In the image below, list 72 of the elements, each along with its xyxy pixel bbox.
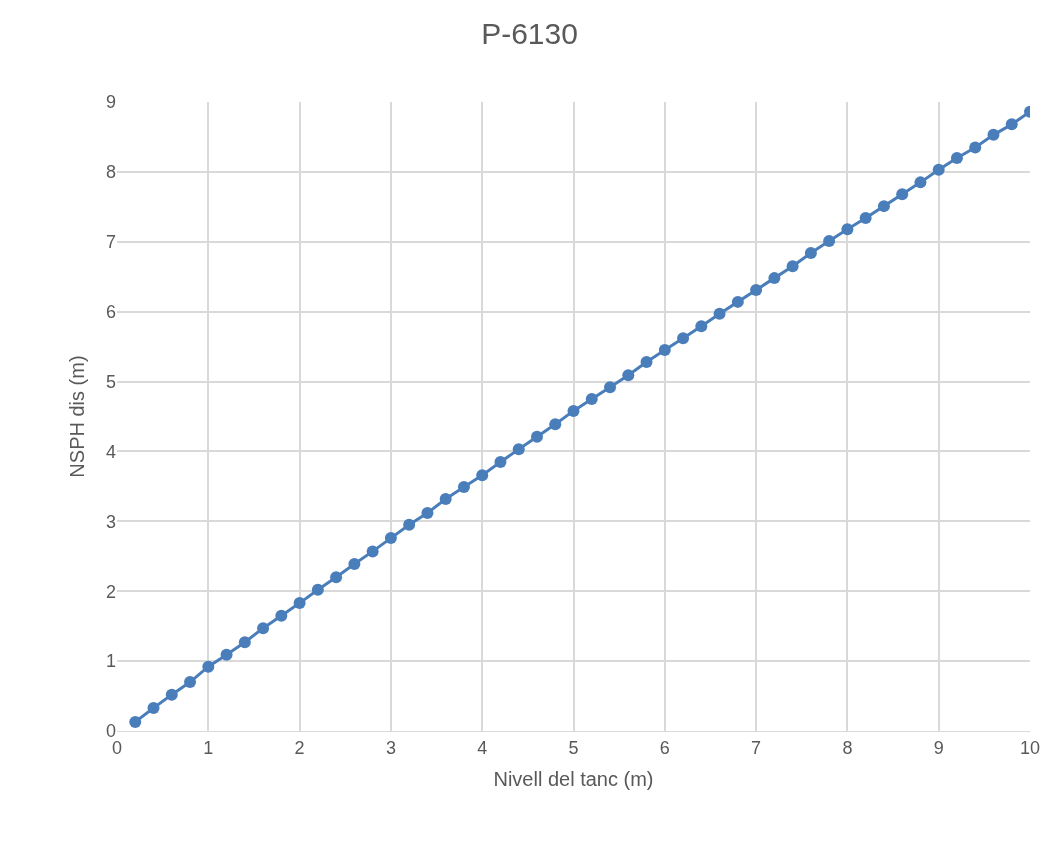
point [494,455,507,468]
point [695,320,708,333]
x-tick-label: 4 [477,737,488,758]
point [950,151,963,164]
x-tick-label: 6 [659,737,670,758]
point [403,518,416,531]
y-tick-label: 9 [105,92,116,113]
x-tick-label: 1 [203,737,214,758]
point [275,609,288,622]
x-tick-label: 10 [1019,737,1041,758]
point [257,622,270,635]
y-tick-label: 0 [105,721,116,742]
point [877,200,890,213]
point [512,443,525,456]
point [987,128,1000,141]
point [129,715,142,728]
point [859,212,872,225]
x-tick-label: 9 [933,737,944,758]
point [311,583,324,596]
point [238,636,251,649]
point [640,355,653,368]
point [713,307,726,320]
x-tick-label: 3 [385,737,396,758]
point [202,660,215,673]
point [165,688,178,701]
point [932,163,945,176]
point [184,676,197,689]
point [969,141,982,154]
chart-title: P-6130 [481,17,578,51]
point [421,506,434,519]
point [366,545,379,558]
point [804,246,817,259]
point [457,481,470,494]
y-tick-label: 5 [105,371,116,392]
y-axis-title: NSPH dis (m) [66,355,89,478]
x-tick-label: 2 [294,737,305,758]
point [677,332,690,345]
point [293,597,306,610]
point [585,393,598,406]
x-tick-label: 8 [842,737,853,758]
point [1005,118,1018,131]
y-tick-label: 2 [105,581,116,602]
y-tick-label: 4 [105,441,116,462]
x-tick-label: 5 [568,737,579,758]
y-tick-label: 6 [105,301,116,322]
point [731,295,744,308]
y-tick-label: 8 [105,162,116,183]
point [220,648,233,661]
point [622,369,635,382]
point [658,344,671,357]
point [841,223,854,236]
point [476,469,489,482]
point [439,492,452,505]
point [823,235,836,248]
point [786,260,799,273]
x-tick-label: 7 [751,737,762,758]
point [384,532,397,545]
point [147,701,160,714]
y-tick-label: 7 [105,232,116,253]
point [896,188,909,201]
y-tick-label: 3 [105,511,116,532]
point [750,284,763,296]
point [348,557,361,570]
point [549,418,562,431]
point [604,381,617,394]
y-tick-label: 1 [105,651,116,672]
point [914,176,927,189]
point [530,430,543,443]
point [567,404,580,417]
point [330,571,343,584]
point [768,272,781,285]
x-axis-title: Nivell del tanc (m) [493,768,654,791]
